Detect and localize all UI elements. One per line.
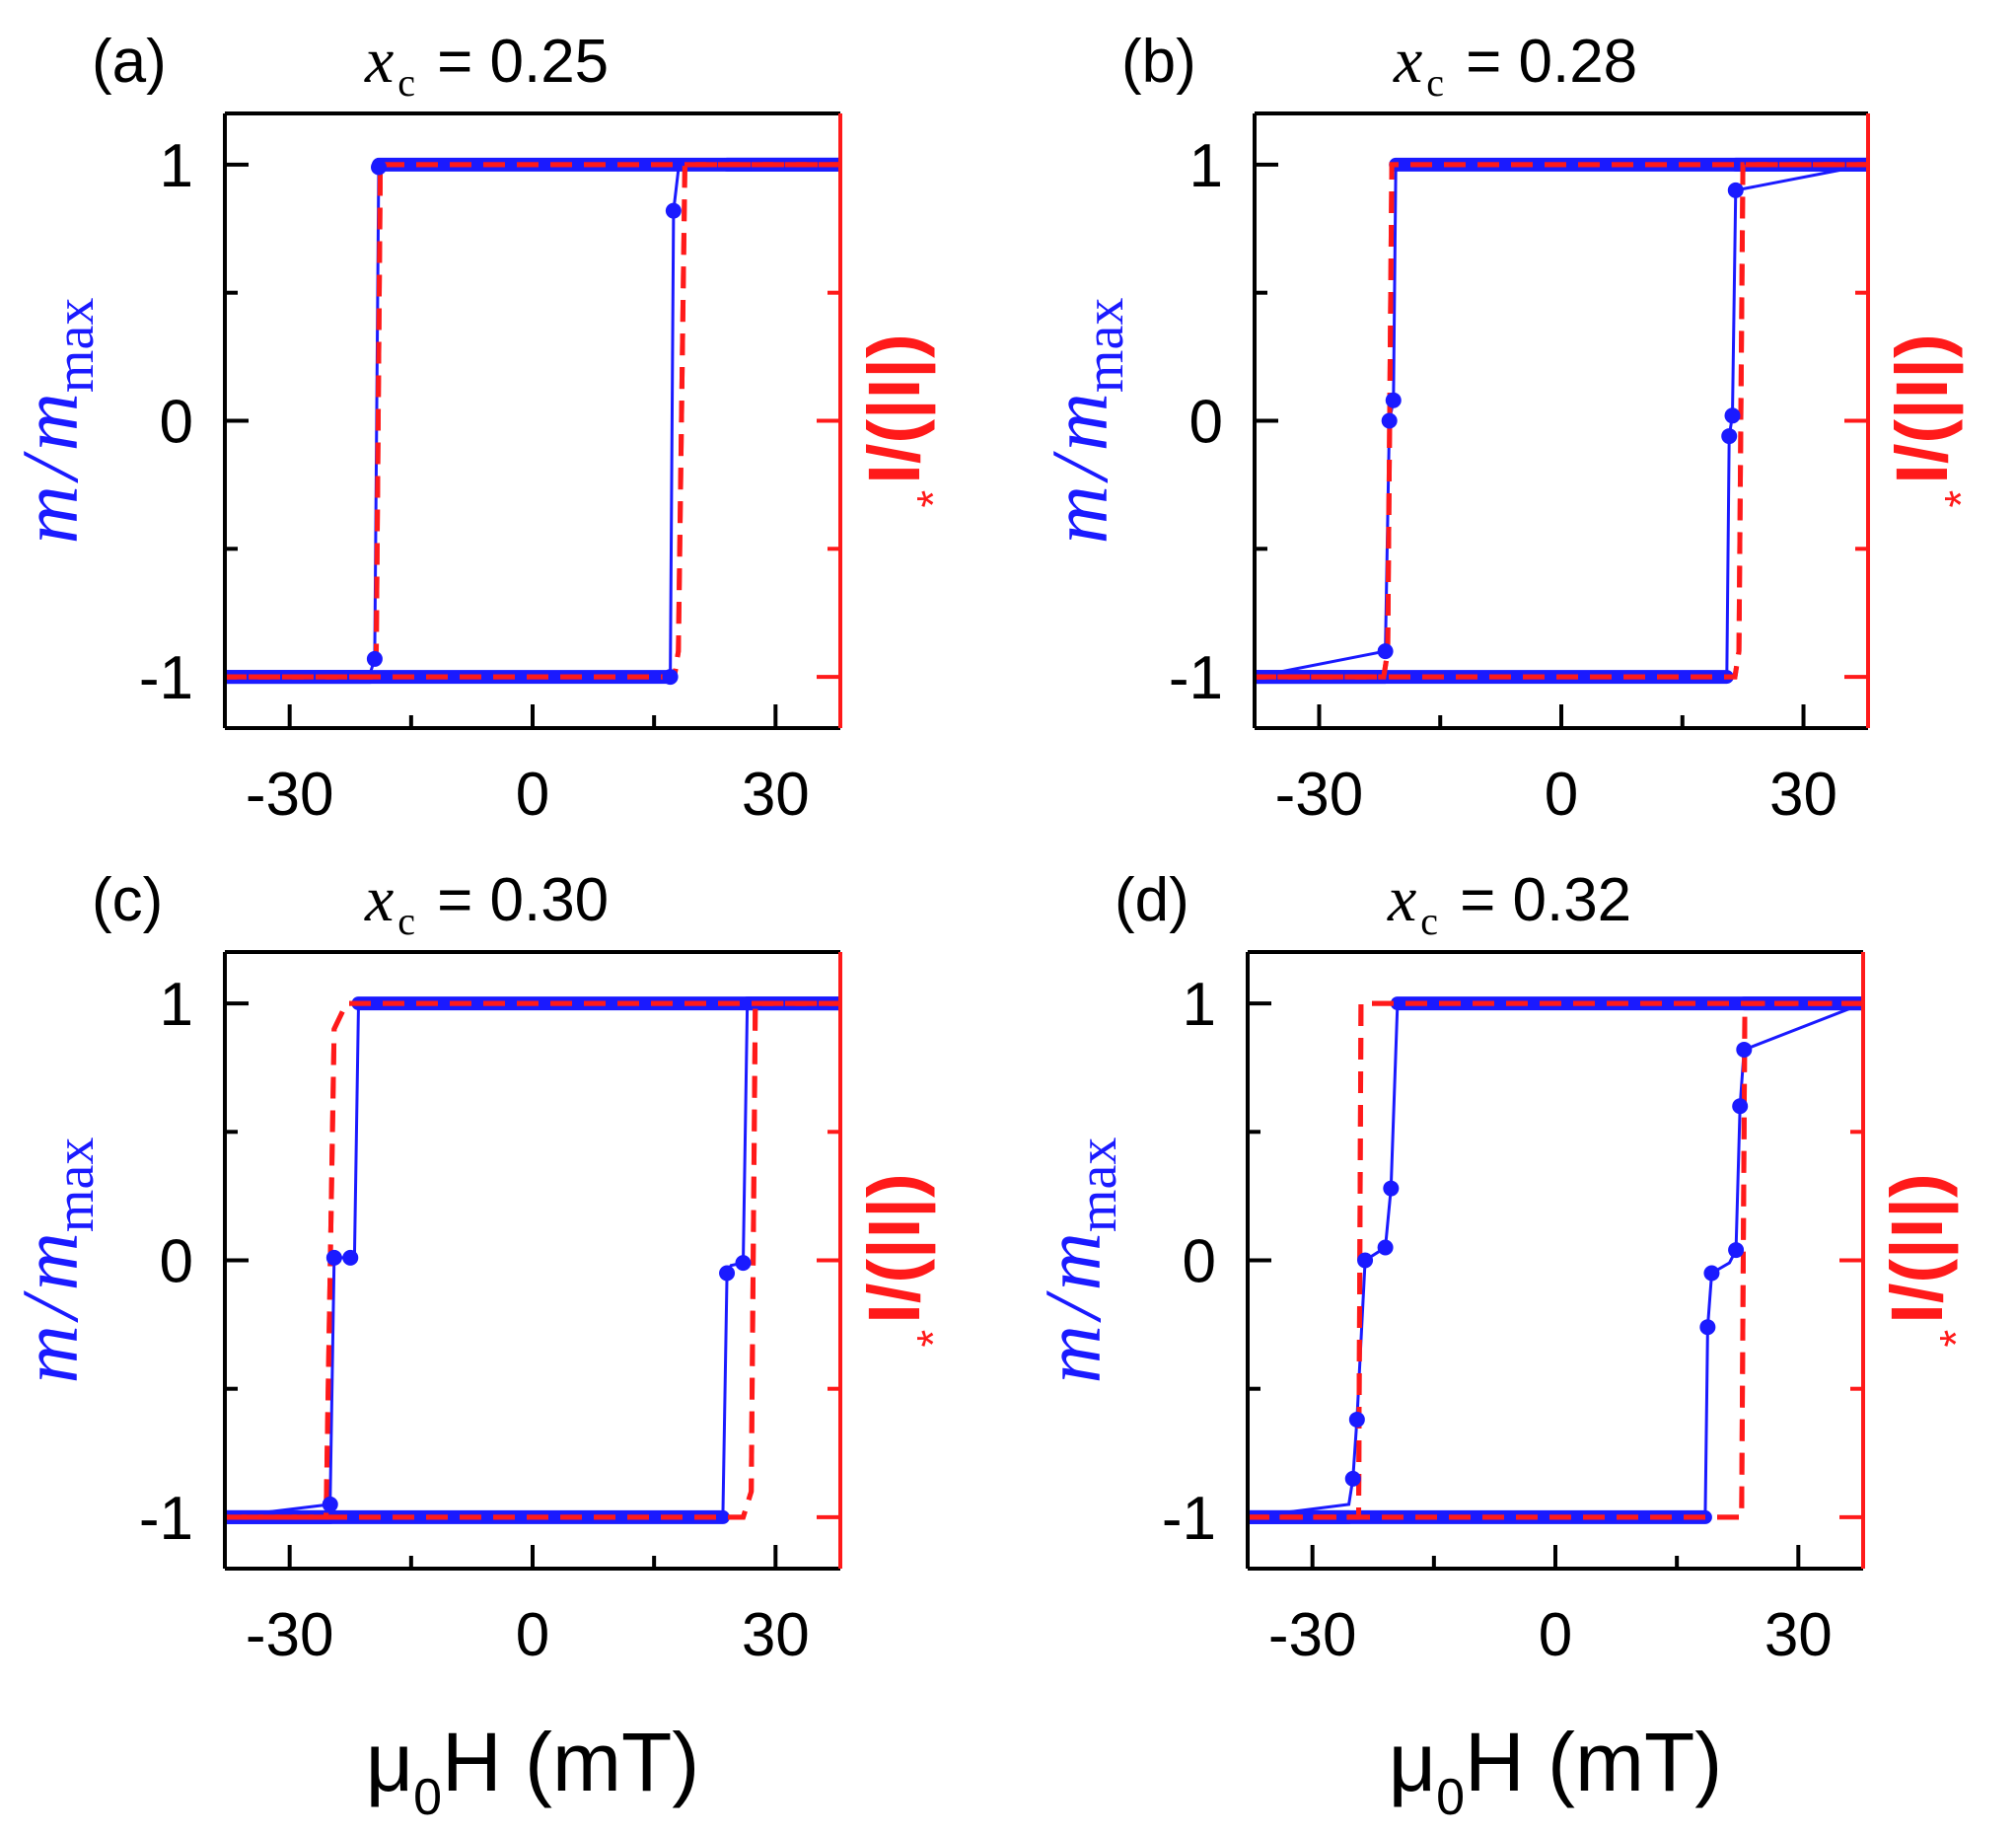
data-point (1348, 1411, 1365, 1428)
data-point (1724, 407, 1741, 424)
plot-area (1250, 996, 1861, 1524)
series-transport-overlay (1250, 1000, 1861, 1520)
series-magnetization (1250, 1002, 1861, 1519)
data-point (1357, 1252, 1374, 1269)
y-tick-label: 0 (160, 389, 193, 457)
data-point (342, 1249, 359, 1266)
panel-title: x c = 0.30 (364, 863, 609, 943)
y-tick-label: 0 (1189, 389, 1223, 457)
series-transport-overlay (1250, 1000, 1861, 1520)
x-tick-label: -30 (246, 1601, 334, 1669)
y-tick-label: -1 (1169, 644, 1223, 712)
series-transport-overlay (1257, 162, 1866, 680)
panel-1: -30 0 30 -1 0 1 (a) x c = 0.25 m/mmax *I/(|I|) (5, 25, 959, 829)
y-axis-title-right: *I/(|I|) (853, 1173, 959, 1347)
panel-2: -30 0 30 -1 0 1 (b) x c = 0.28 m/mmax *I/(|I|) (1035, 25, 1986, 829)
plot-area (1257, 157, 1866, 685)
data-point (366, 650, 383, 667)
data-point (1383, 1180, 1400, 1197)
x-tick-label: -30 (1275, 761, 1364, 829)
data-point (371, 159, 387, 176)
panel-title: x c = 0.28 (1393, 25, 1637, 105)
series-transport-overlay (227, 162, 838, 680)
y-tick-label: -1 (139, 644, 193, 712)
data-point (1728, 1242, 1745, 1259)
x-tick-label: 0 (516, 761, 549, 829)
series-magnetization (227, 163, 838, 679)
x-tick-label: 30 (742, 761, 810, 829)
x-tick-label: 0 (1545, 761, 1578, 829)
panel-label: (c) (92, 866, 163, 934)
series-transport (227, 162, 838, 680)
data-point (1736, 1041, 1753, 1058)
data-point (322, 1496, 338, 1512)
series-transport (1257, 162, 1866, 680)
y-tick-label: -1 (139, 1485, 193, 1553)
panel-title: x c = 0.25 (364, 25, 609, 105)
x-tick-label: -30 (246, 761, 334, 829)
panel-label: (a) (92, 28, 167, 96)
data-point (1703, 1265, 1720, 1282)
y-axis-title-right: *I/(|I|) (1881, 333, 1986, 507)
y-axis-title-left: m/mmax (5, 298, 106, 545)
series-transport (1250, 1000, 1861, 1520)
data-point (325, 1249, 342, 1266)
y-tick-label: 1 (160, 971, 193, 1039)
panel-3: -30 0 30 -1 0 1 (c) x c = 0.30 m/mmax *I/(|I|) (5, 863, 959, 1669)
plot-area (227, 996, 838, 1524)
y-axis-title-left: m/mmax (1028, 1137, 1128, 1384)
y-tick-label: 1 (1183, 971, 1216, 1039)
data-point (1344, 1470, 1361, 1487)
y-axis-title-left: m/mmax (1035, 298, 1135, 545)
x-tick-label: 30 (1769, 761, 1837, 829)
y-tick-label: 0 (160, 1228, 193, 1296)
series-transport-overlay (227, 162, 838, 680)
data-point (1385, 392, 1402, 408)
y-tick-label: 0 (1183, 1228, 1216, 1296)
plot-area (227, 157, 838, 686)
series-transport-overlay (227, 1000, 838, 1520)
x-axis-title: μ0H (mT) (366, 1716, 700, 1826)
y-tick-label: -1 (1162, 1485, 1216, 1553)
data-point (665, 202, 682, 219)
x-tick-label: 0 (1539, 1601, 1572, 1669)
x-tick-label: 30 (1764, 1601, 1833, 1669)
data-point (1721, 428, 1738, 445)
series-magnetization (1257, 163, 1866, 679)
x-axis-title: μ0H (mT) (1389, 1716, 1723, 1826)
series-magnetization (1257, 163, 1866, 679)
y-axis-title-right: *I/(|I|) (1876, 1173, 1981, 1347)
x-tick-label: 0 (516, 1601, 549, 1669)
series-magnetization (1250, 1001, 1861, 1519)
panel-label: (d) (1115, 866, 1189, 934)
data-point (1732, 1098, 1749, 1115)
data-point (735, 1255, 752, 1272)
series-transport (1257, 162, 1866, 680)
x-tick-label: 30 (742, 1601, 810, 1669)
data-point (1377, 1239, 1394, 1256)
data-point (719, 1265, 736, 1282)
data-point (662, 669, 679, 686)
panel-4: -30 0 30 -1 0 1 (d) x c = 0.32 m/mmax *I/(|I|) (1028, 863, 1981, 1669)
y-axis-title-right: *I/(|I|) (853, 333, 959, 507)
panel-title: x c = 0.32 (1387, 863, 1631, 943)
y-tick-label: 1 (160, 132, 193, 200)
series-magnetization (227, 163, 838, 679)
panel-label: (b) (1121, 28, 1196, 96)
data-point (1377, 643, 1394, 660)
series-transport (1250, 1000, 1861, 1520)
y-axis-title-left: m/mmax (5, 1137, 106, 1384)
x-tick-label: -30 (1268, 1601, 1357, 1669)
data-point (1699, 1319, 1716, 1336)
data-point (1727, 182, 1744, 198)
data-point (1381, 412, 1398, 429)
y-tick-label: 1 (1189, 132, 1223, 200)
series-transport (227, 162, 838, 680)
series-transport-overlay (1257, 162, 1866, 680)
